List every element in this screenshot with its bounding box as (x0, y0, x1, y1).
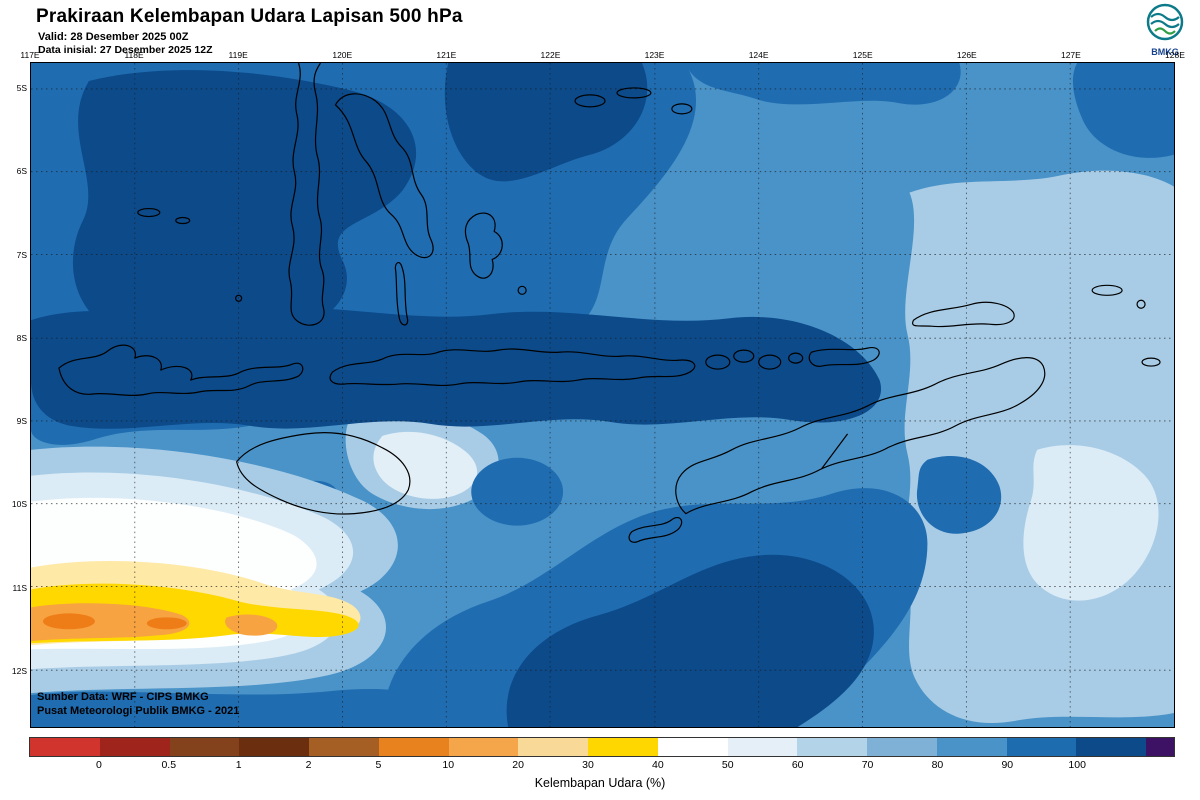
colorbar-tick: 90 (1001, 759, 1014, 771)
colorbar-segment (518, 738, 588, 756)
colorbar-tick: 1 (235, 759, 242, 771)
lat-label: 7S (16, 249, 27, 260)
valid-time-label: Valid: 28 Desember 2025 00Z (38, 31, 189, 43)
colorbar-tick: 100 (1068, 759, 1086, 771)
colorbar-tick: 0 (95, 759, 102, 771)
colorbar-segment (378, 738, 449, 756)
colorbar-tick: 70 (861, 759, 874, 771)
humidity-contours (31, 63, 1174, 727)
lon-label: 119E (228, 50, 248, 60)
colorbar (29, 737, 1175, 757)
colorbar-tick: 0.5 (161, 759, 177, 771)
colorbar-tick: 10 (442, 759, 455, 771)
map-svg (31, 63, 1174, 727)
colorbar-segment (169, 738, 240, 756)
colorbar-tick: 60 (791, 759, 804, 771)
lon-label: 126E (956, 50, 977, 60)
lon-label: 122E (540, 50, 561, 60)
colorbar-segment (239, 738, 309, 756)
lat-label: 9S (16, 416, 27, 426)
lat-label: 11S (12, 582, 28, 593)
colorbar-tick: 5 (375, 759, 382, 771)
lon-label: 120E (332, 50, 353, 60)
lon-label: 125E (852, 50, 873, 60)
colorbar-segment (448, 738, 519, 756)
colorbar-segment (867, 738, 937, 756)
bmkg-logo: BMKG (1142, 2, 1188, 57)
coastlines (58, 63, 1161, 543)
graticule-grid (31, 63, 1174, 727)
lon-label: 123E (644, 50, 665, 60)
lat-label: 8S (16, 332, 27, 343)
colorbar-segment (99, 738, 170, 756)
colorbar-tick: 50 (721, 759, 734, 771)
bmkg-logo-label: BMKG (1151, 47, 1179, 57)
colorbar-tick: 30 (582, 759, 594, 771)
colorbar-segment (30, 738, 100, 756)
bmkg-logo-icon (1146, 3, 1184, 41)
lon-label: 124E (748, 50, 769, 60)
lon-label: 121E (436, 50, 457, 60)
colorbar-segment (1006, 738, 1077, 756)
colorbar-caption: Kelembapan Udara (%) (534, 776, 666, 790)
lat-label: 10S (11, 499, 27, 510)
colorbar-tick: 2 (305, 759, 312, 771)
colorbar-segment (797, 738, 867, 756)
attribution-source: Sumber Data: WRF - CIPS BMKG (37, 691, 209, 703)
lon-label: 117E (20, 50, 40, 60)
lon-label: 127E (1060, 50, 1081, 60)
colorbar-segment (588, 738, 658, 756)
page-title: Prakiraan Kelembapan Udara Lapisan 500 h… (36, 6, 463, 27)
init-time-label: Data inisial: 27 Desember 2025 12Z (38, 44, 213, 56)
colorbar-segment (727, 738, 798, 756)
colorbar-tick: 20 (512, 759, 524, 771)
attribution-publisher: Pusat Meteorologi Publik BMKG - 2021 (37, 705, 240, 717)
colorbar-tick: 80 (931, 759, 944, 771)
colorbar-ticks: 0 0.5 1 2 5 10 20 30 40 50 60 70 80 90 100 (29, 759, 1175, 772)
colorbar-segment (1146, 738, 1174, 756)
colorbar-segment (309, 738, 379, 756)
colorbar-segment (657, 738, 728, 756)
colorbar-segment (1076, 738, 1146, 756)
lon-label: 128E (1165, 50, 1185, 60)
lat-label: 6S (16, 166, 27, 177)
lat-label: 5S (16, 83, 27, 93)
colorbar-tick: 40 (652, 759, 664, 771)
lat-label: 12S (11, 665, 27, 676)
lon-label: 118E (124, 50, 144, 60)
map-canvas (30, 62, 1175, 728)
colorbar-segment (936, 738, 1007, 756)
